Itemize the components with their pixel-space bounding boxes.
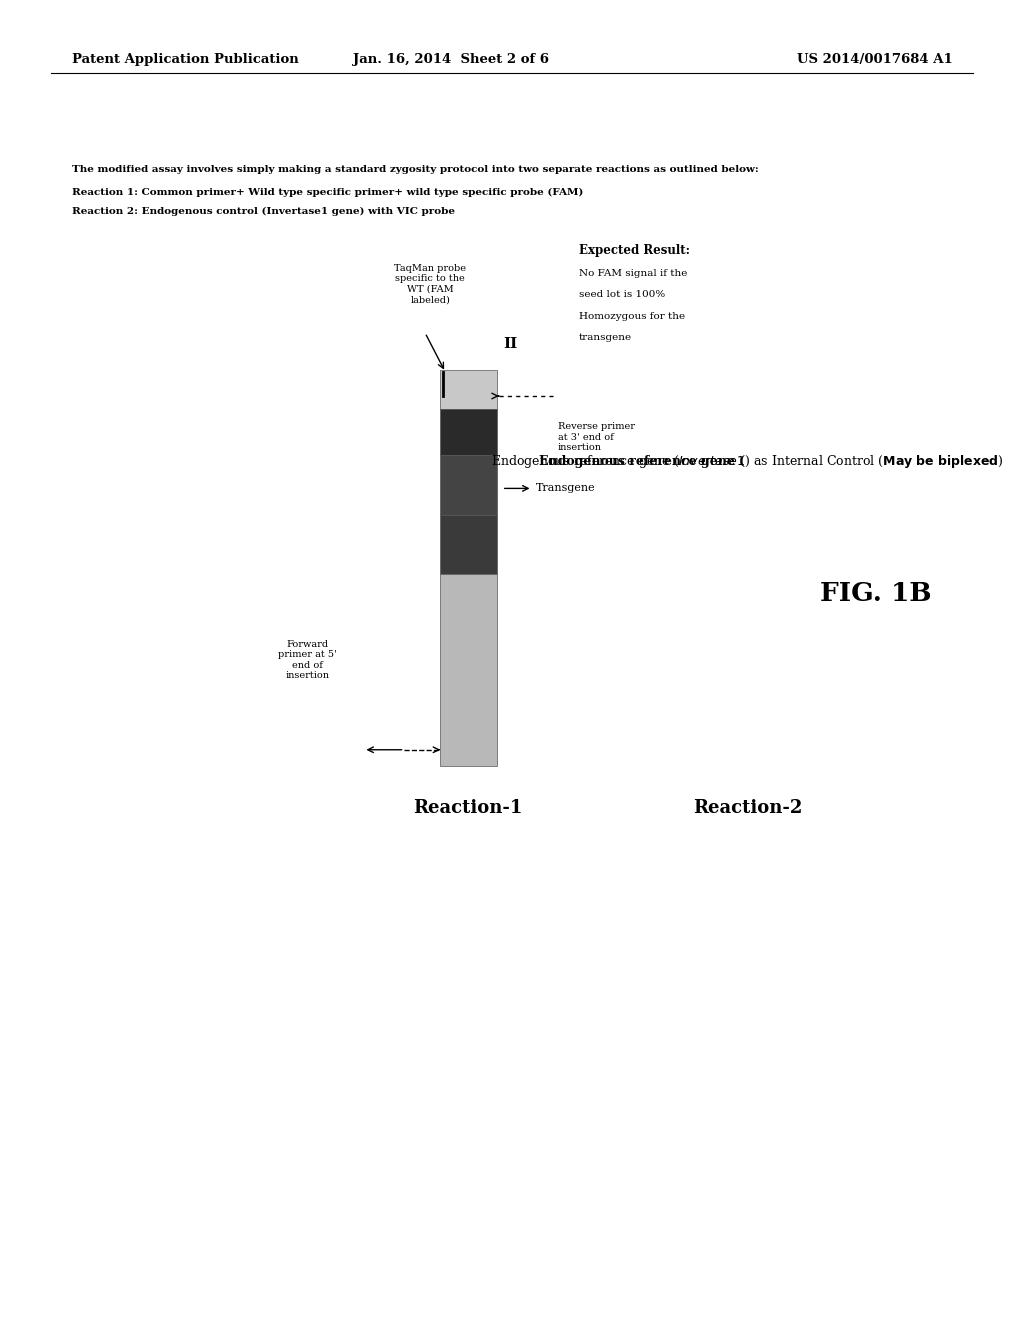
Text: II: II — [503, 337, 517, 351]
Text: Expected Result:: Expected Result: — [579, 244, 689, 257]
Bar — [440, 455, 497, 515]
Text: seed lot is 100%: seed lot is 100% — [579, 290, 665, 300]
Bar — [440, 574, 497, 766]
Text: TaqMan probe
specific to the
WT (FAM
labeled): TaqMan probe specific to the WT (FAM lab… — [394, 264, 466, 304]
Text: Forward
primer at 5'
end of
insertion: Forward primer at 5' end of insertion — [278, 640, 337, 680]
Text: FIG. 1B: FIG. 1B — [819, 582, 932, 606]
Bar — [440, 370, 497, 409]
Text: US 2014/0017684 A1: US 2014/0017684 A1 — [797, 53, 952, 66]
Text: The modified assay involves simply making a standard zygosity protocol into two : The modified assay involves simply makin… — [72, 165, 759, 174]
Text: Jan. 16, 2014  Sheet 2 of 6: Jan. 16, 2014 Sheet 2 of 6 — [352, 53, 549, 66]
Text: Endogenous reference gene (: Endogenous reference gene ( — [539, 455, 748, 469]
Text: Reaction-1: Reaction-1 — [414, 799, 522, 817]
Text: Reaction-2: Reaction-2 — [693, 799, 802, 817]
Text: Reaction 1: Common primer+ Wild type specific primer+ wild type specific probe (: Reaction 1: Common primer+ Wild type spe… — [72, 187, 583, 197]
Text: Reaction 2: Endogenous control (Invertase1 gene) with VIC probe: Reaction 2: Endogenous control (Invertas… — [72, 207, 455, 216]
Bar — [440, 515, 497, 574]
Text: No FAM signal if the: No FAM signal if the — [579, 269, 687, 279]
Text: Reverse primer
at 3' end of
insertion: Reverse primer at 3' end of insertion — [558, 422, 635, 453]
Text: Patent Application Publication: Patent Application Publication — [72, 53, 298, 66]
Bar — [440, 409, 497, 455]
Text: Endogenous reference gene ($\it{Invertase1}$) as Internal Control ($\bf{May\ be\: Endogenous reference gene ($\it{Invertas… — [492, 454, 1004, 470]
Text: transgene: transgene — [579, 333, 632, 342]
Text: Homozygous for the: Homozygous for the — [579, 312, 685, 321]
Text: Transgene: Transgene — [536, 483, 595, 494]
